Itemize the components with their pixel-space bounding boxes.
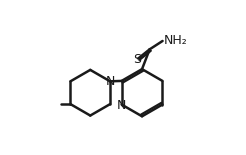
Text: NH₂: NH₂ [163, 34, 187, 47]
Text: N: N [106, 75, 115, 88]
Text: S: S [134, 53, 141, 66]
Text: N: N [117, 99, 126, 112]
